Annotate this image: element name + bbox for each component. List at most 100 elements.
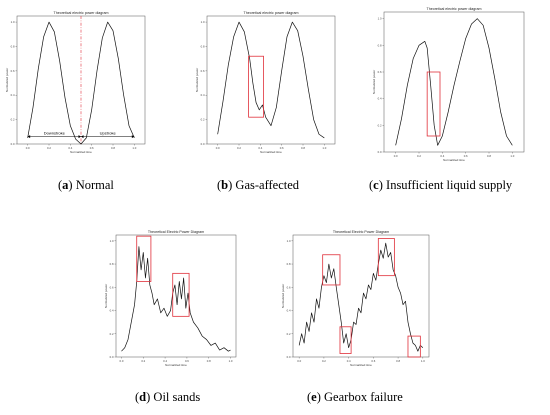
y-axis-label: Normalized power	[372, 70, 376, 94]
y-tick-label: 0.4	[201, 93, 205, 97]
highlight-box	[377, 238, 395, 277]
y-axis-label: Normalized power	[104, 284, 108, 308]
highlight-box	[248, 55, 264, 118]
y-tick-label: 0.8	[378, 43, 382, 47]
y-tick-label: 0.6	[378, 70, 382, 74]
y-tick-label: 0.6	[201, 69, 205, 73]
upstroke-label: Upstroke	[100, 131, 117, 136]
x-tick-label: 0.6	[185, 359, 189, 363]
x-tick-label: 1.0	[132, 146, 136, 150]
highlight-box	[322, 254, 341, 286]
x-tick-label: 0.4	[347, 359, 351, 363]
highlight-box	[339, 326, 352, 354]
chart-title: Theoretical electric power diagram	[244, 11, 299, 15]
plot-frame	[383, 11, 525, 153]
x-tick-label: 1.0	[322, 146, 326, 150]
y-tick-label: 0.6	[110, 285, 114, 289]
x-axis-label: Normalized time	[70, 150, 92, 154]
chart-title: Theoretical Electric Power Diagram	[148, 230, 204, 234]
x-tick-label: 0.4	[163, 359, 167, 363]
x-axis-label: Normalized time	[443, 158, 465, 162]
highlight-box	[172, 272, 190, 317]
y-tick-label: 0.8	[201, 44, 205, 48]
y-tick-label: 0.8	[287, 262, 291, 266]
panel-a: Theoretical electric power diagram 0.0 0.2…	[0, 0, 183, 205]
series-line	[121, 246, 231, 352]
highlight-box	[426, 71, 441, 137]
x-tick-label: 0.0	[26, 146, 30, 150]
caption-e: (e) Gearbox failure	[307, 390, 403, 404]
y-tick-label: 0.0	[287, 355, 291, 359]
x-tick-label: 0.0	[394, 154, 398, 158]
x-tick-label: 0.0	[297, 359, 301, 363]
x-tick-label: 0.8	[301, 146, 305, 150]
y-tick-label: 0.2	[11, 118, 15, 122]
series-line	[217, 21, 325, 139]
chart-e: Theoretical Electric Power Diagram 0.0 0.2…	[281, 230, 430, 367]
panel-b: Theoretical electric power diagram 0.0 0.2…	[190, 0, 360, 205]
x-axis-label: Normalized time	[350, 363, 372, 367]
x-tick-label: 0.6	[280, 146, 284, 150]
x-tick-label: 0.2	[47, 146, 51, 150]
chart-a: Theoretical electric power diagram 0.0 0.2…	[5, 11, 146, 154]
chart-b: Theoretical electric power diagram 0.0 0.2…	[195, 11, 336, 154]
y-tick-label: 0.6	[11, 69, 15, 73]
x-tick-label: 0.8	[207, 359, 211, 363]
y-tick-label: 0.4	[287, 309, 291, 313]
x-tick-label: 0.0	[216, 146, 220, 150]
y-tick-label: 1.0	[378, 17, 382, 21]
arrowhead-left-icon	[81, 135, 84, 139]
y-tick-label: 0.8	[11, 44, 15, 48]
chart-d: Theoretical Electric Power Diagram 0.0 0.2…	[104, 230, 237, 367]
caption-c: (c) Insufficient liquid supply	[369, 178, 513, 192]
chart-c: Theoretical electric power diagram 0.0 0.2…	[372, 7, 525, 162]
y-tick-label: 0.0	[201, 142, 205, 146]
plot-frame	[292, 234, 430, 358]
y-tick-label: 1.0	[11, 20, 15, 24]
series-line	[395, 18, 513, 146]
x-tick-label: 0.2	[237, 146, 241, 150]
x-tick-label: 0.0	[120, 359, 124, 363]
arrowhead-right-icon	[131, 135, 135, 139]
y-tick-label: 0.4	[378, 97, 382, 101]
y-tick-label: 0.2	[110, 332, 114, 336]
arrowhead-left-icon	[27, 135, 31, 139]
x-tick-label: 0.4	[68, 146, 72, 150]
series-line	[298, 242, 424, 352]
series-line	[27, 21, 135, 145]
y-tick-label: 1.0	[201, 20, 205, 24]
x-tick-label: 0.4	[440, 154, 444, 158]
y-tick-label: 0.0	[11, 142, 15, 146]
y-tick-label: 1.0	[110, 239, 114, 243]
y-tick-label: 0.2	[378, 123, 382, 127]
x-tick-label: 0.2	[322, 359, 326, 363]
panel-d: Theoretical Electric Power Diagram 0.0 0.2…	[95, 222, 250, 415]
chart-title: Theoretical electric power diagram	[427, 7, 482, 11]
x-axis-label: Normalized time	[165, 363, 187, 367]
y-axis-label: Normalized power	[195, 68, 199, 92]
chart-title: Theoretical electric power diagram	[54, 11, 109, 15]
x-tick-label: 0.8	[396, 359, 400, 363]
caption-b: (b) Gas-affected	[217, 178, 300, 192]
panel-c: Theoretical electric power diagram 0.0 0.2…	[369, 0, 550, 205]
x-tick-label: 1.0	[421, 359, 425, 363]
y-axis-label: Normalized power	[281, 284, 285, 308]
y-tick-label: 0.8	[110, 262, 114, 266]
x-axis-label: Normalized time	[260, 150, 282, 154]
y-tick-label: 0.0	[378, 150, 382, 154]
x-tick-label: 0.4	[258, 146, 262, 150]
downstroke-label: Downstroke	[44, 131, 66, 136]
x-tick-label: 0.8	[487, 154, 491, 158]
x-tick-label: 0.2	[417, 154, 421, 158]
panel-e: Theoretical Electric Power Diagram 0.0 0.2…	[272, 222, 447, 415]
chart-title: Theoretical Electric Power Diagram	[333, 230, 389, 234]
y-tick-label: 0.4	[110, 309, 114, 313]
caption-a: (a) Normal	[58, 178, 114, 192]
x-tick-label: 1.0	[510, 154, 514, 158]
x-tick-label: 1.0	[229, 359, 233, 363]
x-tick-label: 0.8	[111, 146, 115, 150]
highlight-box	[407, 335, 421, 358]
arrowhead-right-icon	[78, 135, 81, 139]
y-axis-label: Normalized power	[5, 68, 9, 92]
y-tick-label: 1.0	[287, 239, 291, 243]
